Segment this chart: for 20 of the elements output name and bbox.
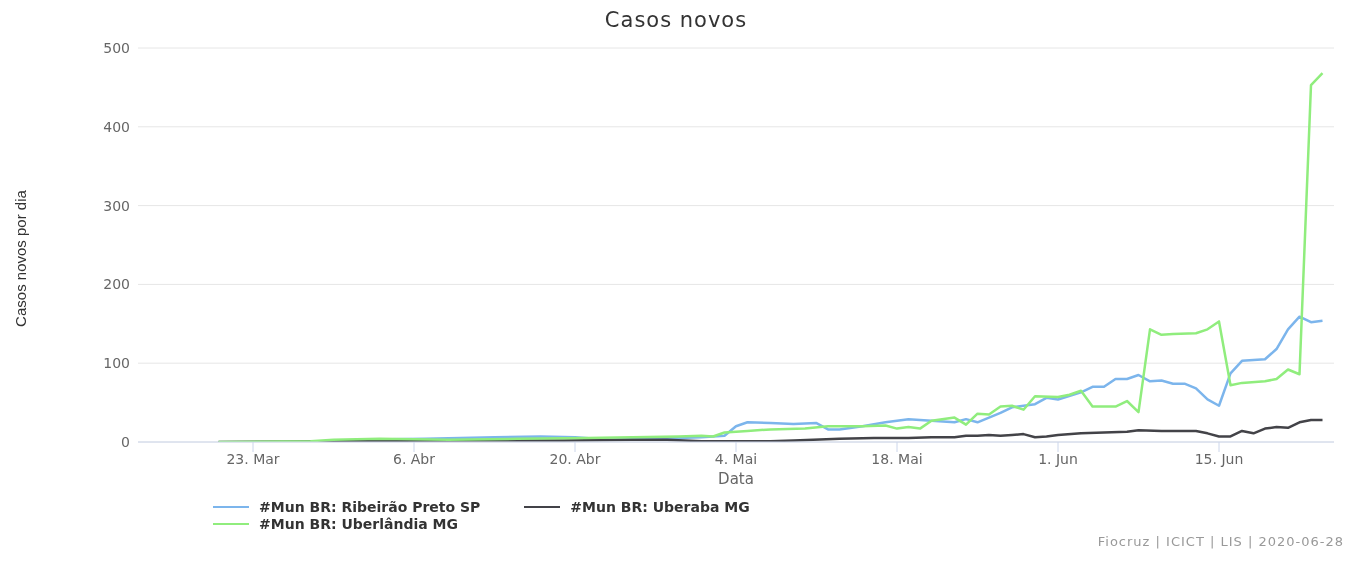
x-tick-label: 20. Abr (549, 450, 601, 467)
y-tick-label: 0 (121, 433, 130, 450)
x-tick-label: 4. Mai (714, 450, 758, 467)
y-tick-label: 300 (103, 197, 130, 214)
legend-label: #Mun BR: Ribeirão Preto SP (259, 498, 481, 515)
x-tick-label: 23. Mar (226, 450, 280, 467)
y-tick-label: 100 (103, 355, 130, 372)
text: Fiocruz | ICICT | LIS | 2020-06-28 (1096, 534, 1344, 549)
x-tick-label: 1. Jun (1038, 450, 1078, 467)
y-axis-title: Casos novos por dia (11, 189, 29, 327)
x-tick-label: 6. Abr (392, 450, 436, 467)
chart-title: Casos novos (603, 8, 749, 34)
y-tick-label: 400 (103, 118, 130, 135)
y-tick-label: 200 (103, 276, 130, 293)
legend-label: #Mun BR: Uberlândia MG (259, 515, 458, 532)
x-tick-label: 15. Jun (1194, 450, 1244, 467)
legend-label: #Mun BR: Uberaba MG (570, 498, 750, 515)
y-tick-label: 500 (103, 39, 130, 56)
x-axis-title: Data (718, 470, 754, 488)
x-tick-label: 18. Mai (871, 450, 923, 467)
